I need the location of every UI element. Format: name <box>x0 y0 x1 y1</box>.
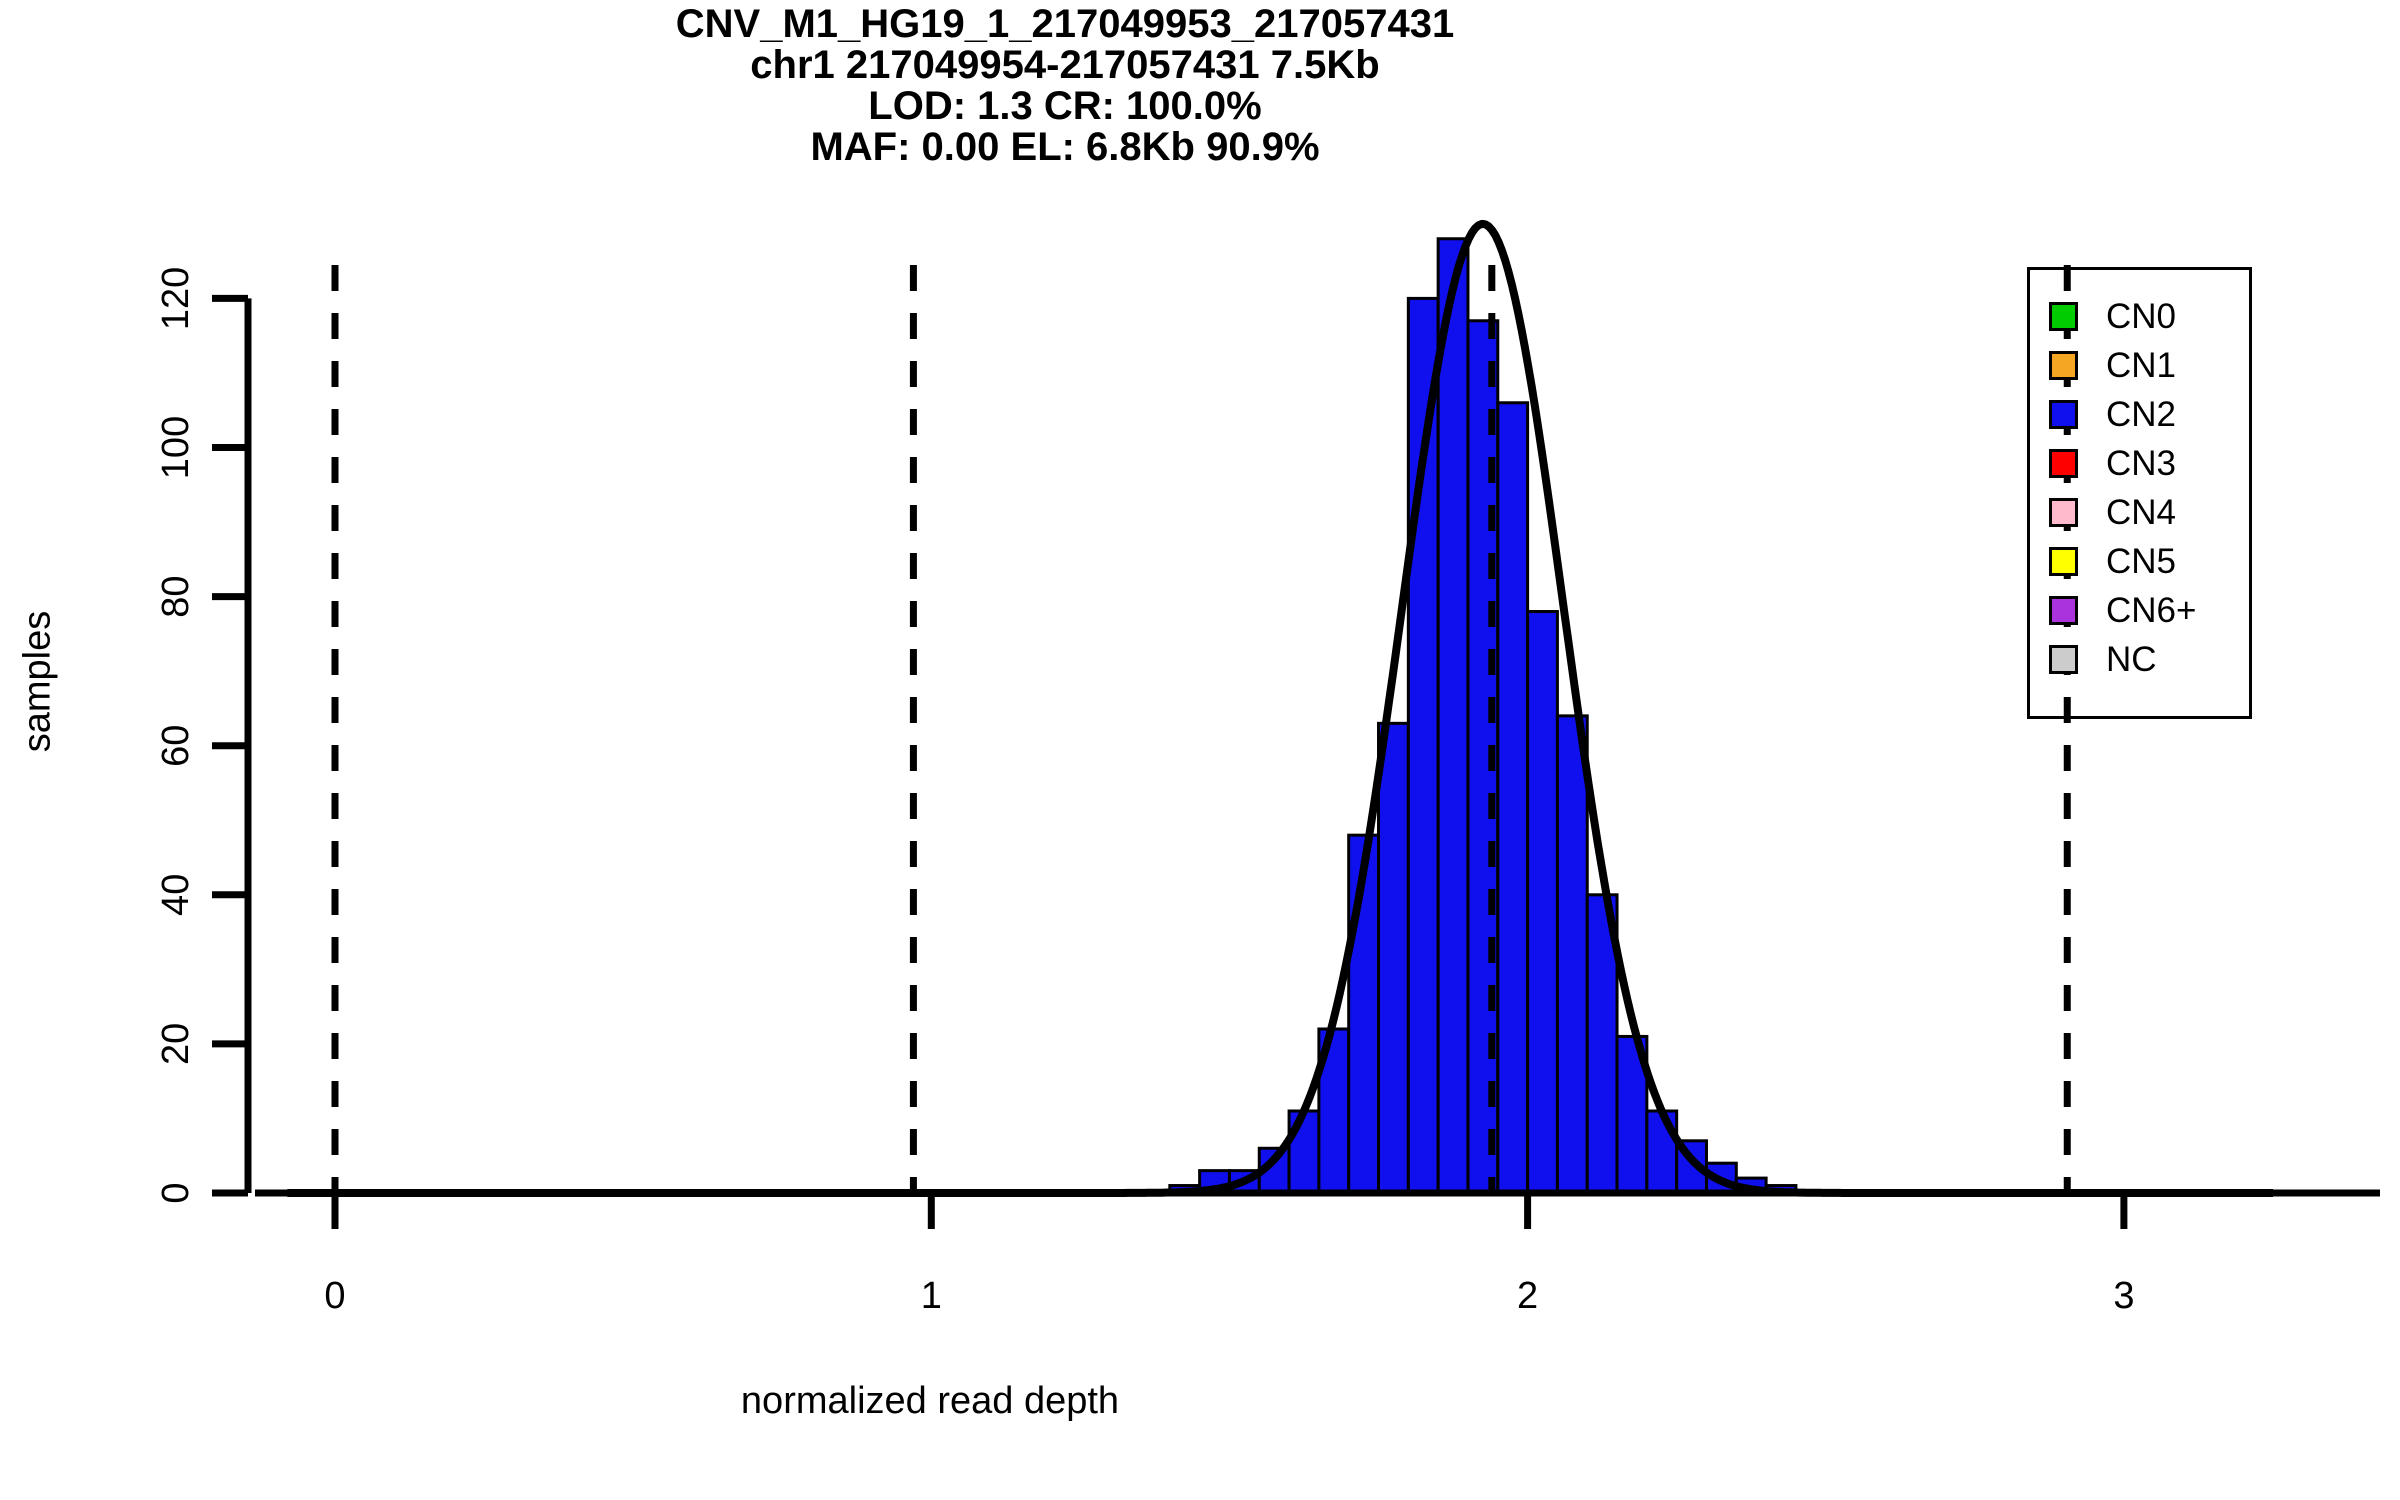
legend-item-cn0[interactable]: CN0 <box>2049 292 2252 341</box>
legend-item-cn6plus[interactable]: CN6+ <box>2049 586 2252 635</box>
legend-border <box>2027 267 2252 719</box>
legend-swatch-icon <box>2049 547 2078 576</box>
legend-swatch-icon <box>2049 449 2078 478</box>
legend-item-cn1[interactable]: CN1 <box>2049 341 2252 390</box>
x-axis-tick-label: 0 <box>324 1275 345 1317</box>
density-curve <box>286 219 2274 1197</box>
legend-swatch-icon <box>2049 400 2078 429</box>
y-axis-tick-label: 40 <box>155 874 197 916</box>
histogram-bar <box>1287 1109 1321 1195</box>
legend-swatch-icon <box>2049 498 2078 527</box>
copy-number-threshold-lines <box>331 265 2071 1196</box>
legend-item-label: CN0 <box>2106 297 2177 336</box>
legend-item-label: CN4 <box>2106 493 2177 532</box>
legend: CN0 CN1 CN2 CN3 CN4 CN5 CN6+ NC <box>2027 267 2252 719</box>
y-axis-tick-label: 80 <box>155 575 197 617</box>
x-axis-label: normalized read depth <box>740 1380 1120 1422</box>
histogram-bar <box>1555 714 1589 1195</box>
histogram-bar <box>1645 1109 1679 1195</box>
x-axis-tick-label: 2 <box>1517 1275 1538 1317</box>
legend-item-label: NC <box>2106 640 2157 679</box>
legend-swatch-icon <box>2049 351 2078 380</box>
legend-item-nc[interactable]: NC <box>2049 635 2252 684</box>
legend-item-label: CN2 <box>2106 395 2177 434</box>
legend-item-label: CN5 <box>2106 542 2177 581</box>
legend-item-cn2[interactable]: CN2 <box>2049 390 2252 439</box>
legend-item-label: CN3 <box>2106 444 2177 483</box>
x-axis-tick-label: 1 <box>921 1275 942 1317</box>
histogram-bar <box>1377 721 1410 1195</box>
legend-item-cn3[interactable]: CN3 <box>2049 439 2252 488</box>
legend-item-cn5[interactable]: CN5 <box>2049 537 2252 586</box>
y-axis-tick-label: 60 <box>155 725 197 767</box>
legend-item-label: CN6+ <box>2106 591 2197 630</box>
histogram-bar <box>1347 833 1381 1195</box>
histogram-bar <box>1436 237 1470 1195</box>
legend-swatch-icon <box>2049 596 2078 625</box>
y-axis-tick-label: 100 <box>155 416 197 479</box>
axes: 0 20 40 60 80 100 120 0 1 2 3 <box>155 267 2380 1317</box>
y-axis-tick-label: 120 <box>155 267 197 330</box>
histogram-bars <box>1168 237 1798 1195</box>
legend-swatch-icon <box>2049 645 2078 674</box>
legend-item-cn4[interactable]: CN4 <box>2049 488 2252 537</box>
y-axis-tick-label: 0 <box>155 1182 197 1203</box>
x-axis-tick-label: 3 <box>2113 1275 2134 1317</box>
density-curve-path <box>286 219 2274 1197</box>
y-axis-tick-label: 20 <box>155 1023 197 1065</box>
legend-swatch-icon <box>2049 302 2078 331</box>
histogram-bar <box>1526 610 1559 1195</box>
legend-item-label: CN1 <box>2106 346 2177 385</box>
histogram-bar <box>1496 401 1530 1195</box>
